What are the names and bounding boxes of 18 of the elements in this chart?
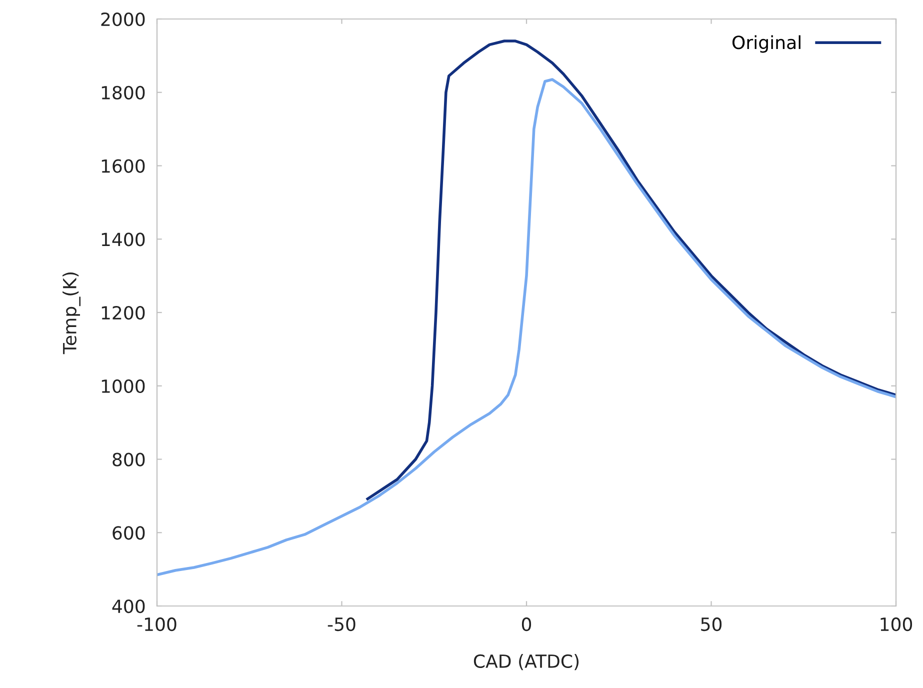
y-tick-label: 1000: [102, 379, 145, 393]
y-tick-label: 2000: [101, 12, 145, 26]
x-tick-label: 100: [880, 617, 912, 632]
y-tick-label: 1400: [102, 232, 145, 246]
line-series: [157, 78, 896, 576]
x-tick-label: 0: [522, 617, 532, 632]
y-tick-label: 800: [112, 452, 145, 466]
x-tick-label: -100: [137, 617, 176, 632]
y-tick-label: 1600: [102, 159, 145, 173]
y-tick-label: 1800: [102, 86, 145, 100]
y-tick-label: 600: [112, 526, 145, 540]
x-tick-label: 50: [701, 617, 722, 632]
x-tick-label: -50: [328, 617, 356, 632]
legend-label: Original: [732, 35, 800, 53]
x-axis-title: CAD (ATDC): [474, 654, 579, 670]
y-axis-title: Temp_(K): [62, 272, 80, 354]
y-tick-label: 1200: [102, 306, 145, 320]
y-tick-label: 400: [112, 599, 145, 614]
